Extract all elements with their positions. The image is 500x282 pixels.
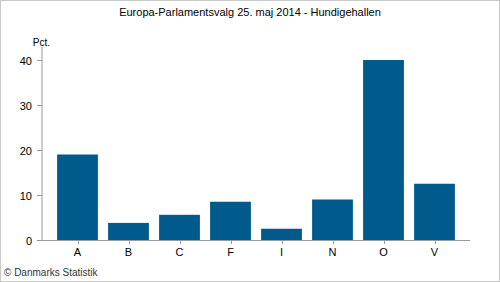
bar — [312, 200, 353, 241]
y-tick — [37, 195, 42, 196]
x-tick — [180, 240, 181, 244]
x-tick-label: V — [431, 246, 439, 258]
bars — [57, 60, 455, 240]
x-tick — [282, 240, 283, 244]
x-tick-label: N — [329, 246, 337, 258]
frame — [1, 1, 500, 282]
bar — [210, 202, 251, 240]
y-tick — [37, 240, 42, 241]
y-tick-label: 0 — [26, 235, 32, 247]
x-tick-label: F — [227, 246, 234, 258]
source-note: © Danmarks Statistik — [4, 267, 99, 278]
bar — [363, 60, 404, 240]
y-tick — [37, 60, 42, 61]
x-axis-line — [42, 240, 470, 241]
y-tick-label: 10 — [20, 190, 32, 202]
y-tick-label: 20 — [20, 145, 32, 157]
x-tick-label: I — [280, 246, 283, 258]
x-tick — [333, 240, 334, 244]
x-tick-label: B — [125, 246, 132, 258]
y-axis-label: Pct. — [33, 37, 50, 48]
bar — [414, 184, 455, 240]
x-tick — [78, 240, 79, 244]
x-tick — [435, 240, 436, 244]
y-tick-label: 30 — [20, 100, 32, 112]
title: Europa-Parlamentsvalg 25. maj 2014 - Hun… — [119, 6, 381, 18]
x-tick-label: A — [74, 246, 82, 258]
bar — [159, 215, 200, 240]
y-tick — [37, 105, 42, 106]
chart: Europa-Parlamentsvalg 25. maj 2014 - Hun… — [0, 0, 500, 282]
x-tick — [129, 240, 130, 244]
y-axis-line — [42, 47, 43, 241]
x-tick-label: O — [379, 246, 388, 258]
bar — [261, 229, 302, 240]
bar — [108, 223, 149, 240]
y-tick-label: 40 — [20, 55, 32, 67]
x-tick-label: C — [176, 246, 184, 258]
x-tick — [384, 240, 385, 244]
y-tick — [37, 150, 42, 151]
bar — [57, 155, 98, 241]
x-tick — [231, 240, 232, 244]
